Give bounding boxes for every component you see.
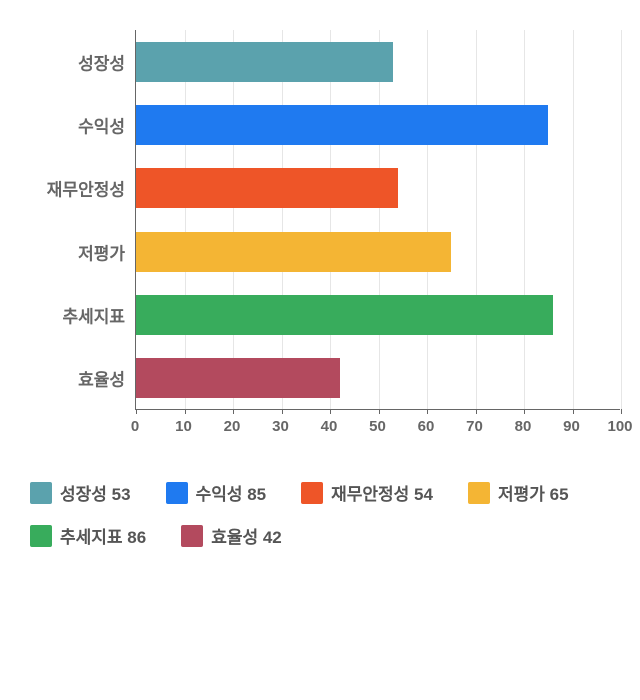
x-axis-labels: 0102030405060708090100 — [135, 415, 620, 445]
bar — [136, 295, 553, 335]
gridline — [621, 30, 622, 409]
bar — [136, 42, 393, 82]
x-tick-label: 50 — [369, 418, 386, 435]
legend-label: 성장성 53 — [60, 480, 131, 505]
legend: 성장성 53 수익성 85 재무안정성 54 저평가 65 추세지표 86 효율성 42 — [30, 480, 630, 566]
legend-item: 수익성 85 — [166, 480, 267, 505]
legend-label: 저평가 65 — [498, 480, 569, 505]
gridline — [185, 30, 186, 409]
x-tick — [476, 409, 477, 414]
legend-item: 저평가 65 — [468, 480, 569, 505]
y-tick-label: 효율성 — [78, 366, 125, 391]
legend-label: 효율성 42 — [211, 523, 282, 548]
bar — [136, 358, 340, 398]
legend-swatch — [181, 525, 203, 547]
x-tick-label: 80 — [515, 418, 532, 435]
gridline — [379, 30, 380, 409]
x-tick-label: 20 — [224, 418, 241, 435]
x-tick — [233, 409, 234, 414]
bar — [136, 168, 398, 208]
bar-chart: 성장성수익성재무안정성저평가추세지표효율성 0 10 20 30 40 50 60 70 80 9… — [20, 30, 620, 450]
legend-swatch — [30, 482, 52, 504]
bar — [136, 232, 451, 272]
gridline — [524, 30, 525, 409]
y-tick-label: 저평가 — [78, 239, 125, 264]
y-tick-label: 수익성 — [78, 113, 125, 138]
y-tick-label: 추세지표 — [62, 303, 125, 328]
plot-area — [135, 30, 620, 410]
x-tick-label: 90 — [563, 418, 580, 435]
x-tick-label: 10 — [175, 418, 192, 435]
legend-item: 효율성 42 — [181, 523, 282, 548]
x-tick — [573, 409, 574, 414]
x-tick — [427, 409, 428, 414]
x-tick-label: 70 — [466, 418, 483, 435]
y-axis-labels: 성장성수익성재무안정성저평가추세지표효율성 — [20, 30, 135, 410]
gridline — [282, 30, 283, 409]
x-tick — [136, 409, 137, 414]
legend-label: 수익성 85 — [196, 480, 267, 505]
x-tick — [621, 409, 622, 414]
legend-label: 재무안정성 54 — [331, 480, 433, 505]
bar — [136, 105, 548, 145]
x-tick-label: 30 — [272, 418, 289, 435]
legend-item: 성장성 53 — [30, 480, 131, 505]
x-tick — [185, 409, 186, 414]
x-tick — [330, 409, 331, 414]
x-tick-label: 0 — [131, 418, 139, 435]
legend-swatch — [30, 525, 52, 547]
gridline — [573, 30, 574, 409]
gridline — [330, 30, 331, 409]
gridline — [427, 30, 428, 409]
legend-item: 재무안정성 54 — [301, 480, 433, 505]
legend-swatch — [468, 482, 490, 504]
legend-label: 추세지표 86 — [60, 523, 146, 548]
x-tick — [379, 409, 380, 414]
legend-item: 추세지표 86 — [30, 523, 146, 548]
x-tick-label: 100 — [607, 418, 632, 435]
gridline — [476, 30, 477, 409]
x-tick-label: 60 — [418, 418, 435, 435]
gridline — [233, 30, 234, 409]
legend-swatch — [166, 482, 188, 504]
x-tick-label: 40 — [321, 418, 338, 435]
legend-swatch — [301, 482, 323, 504]
x-tick — [282, 409, 283, 414]
y-tick-label: 성장성 — [78, 49, 125, 74]
y-tick-label: 재무안정성 — [47, 176, 125, 201]
x-tick — [524, 409, 525, 414]
